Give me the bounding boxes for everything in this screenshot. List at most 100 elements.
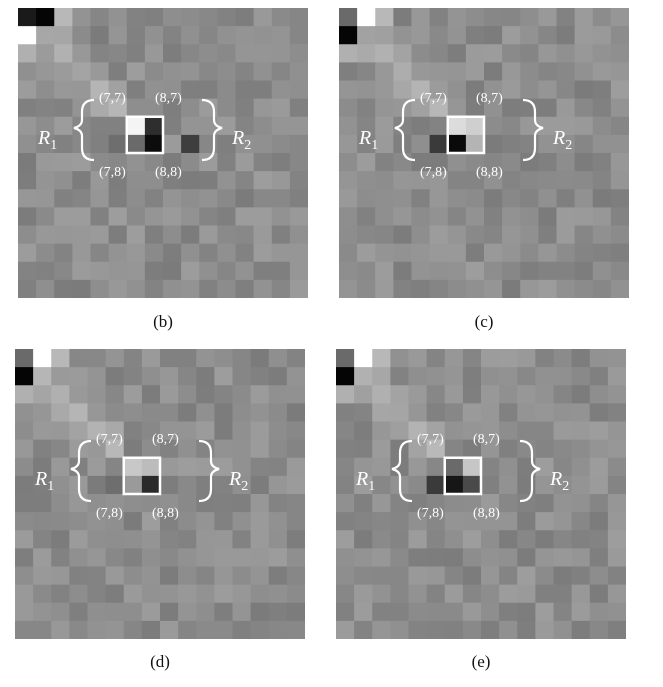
pixel-cell bbox=[535, 367, 554, 386]
pixel-cell bbox=[448, 153, 467, 172]
pixel-cell bbox=[72, 44, 91, 63]
pixel-cell bbox=[214, 512, 233, 531]
pixel-cell bbox=[372, 403, 391, 422]
pixel-cell bbox=[54, 81, 73, 100]
pixel-cell bbox=[535, 548, 554, 567]
pixel-cell bbox=[608, 403, 626, 422]
pixel-cell bbox=[106, 349, 125, 368]
pixel-cell bbox=[354, 567, 373, 586]
pixel-cell bbox=[290, 189, 308, 208]
pixel-cell bbox=[181, 280, 200, 298]
pixel-cell bbox=[88, 367, 107, 386]
pixel-cell bbox=[217, 171, 236, 190]
pixel-cell bbox=[236, 226, 255, 245]
pixel-cell bbox=[481, 585, 500, 604]
pixel-cell bbox=[269, 567, 288, 586]
pixel-cell bbox=[499, 440, 518, 459]
pixel-cell bbox=[430, 244, 449, 263]
pixel-cell bbox=[272, 189, 291, 208]
pixel-cell bbox=[287, 494, 305, 513]
pixel-cell bbox=[233, 494, 252, 513]
pixel-cell bbox=[145, 189, 164, 208]
pixel-cell bbox=[18, 244, 37, 263]
pixel-cell bbox=[54, 153, 73, 172]
pixel-cell bbox=[538, 99, 557, 118]
pixel-cell bbox=[538, 244, 557, 263]
pixel-cell bbox=[196, 494, 215, 513]
pixel-cell bbox=[290, 171, 308, 190]
pixel-cell bbox=[538, 262, 557, 281]
pixel-cell bbox=[535, 349, 554, 368]
pixel-cell bbox=[572, 512, 591, 531]
pixel-cell bbox=[181, 171, 200, 190]
pixel-cell bbox=[142, 530, 161, 549]
pixel-cell bbox=[499, 367, 518, 386]
pixel-cell bbox=[463, 349, 482, 368]
pixel-cell bbox=[554, 422, 573, 441]
pixel-cell bbox=[54, 244, 73, 263]
pixel-cell bbox=[214, 422, 233, 441]
pixel-cell bbox=[69, 548, 88, 567]
pixel-cell bbox=[51, 403, 70, 422]
pixel-cell bbox=[145, 26, 164, 45]
pixel-cell bbox=[109, 226, 128, 245]
pixel-cell bbox=[572, 440, 591, 459]
pixel-cell bbox=[124, 403, 143, 422]
pixel-cell bbox=[481, 621, 500, 639]
pixel-cell bbox=[448, 171, 467, 190]
pixel-cell bbox=[336, 530, 355, 549]
pixel-cell bbox=[124, 621, 143, 639]
pixel-cell bbox=[572, 385, 591, 404]
pixel-cell bbox=[15, 349, 34, 368]
pixel-cell bbox=[33, 422, 52, 441]
pixel-cell bbox=[254, 262, 273, 281]
pixel-cell bbox=[160, 367, 179, 386]
pixel-cell bbox=[575, 44, 594, 63]
pixel-cell bbox=[557, 171, 576, 190]
pixel-cell bbox=[214, 567, 233, 586]
pixel-cell bbox=[393, 81, 412, 100]
pixel-cell bbox=[54, 171, 73, 190]
pixel-cell bbox=[502, 81, 521, 100]
pixel-cell bbox=[251, 585, 270, 604]
pixel-cell bbox=[608, 458, 626, 477]
pixel-cell bbox=[272, 280, 291, 298]
pixel-cell bbox=[575, 189, 594, 208]
pixel-cell bbox=[15, 585, 34, 604]
pixel-cell bbox=[445, 422, 464, 441]
pixel-cell bbox=[593, 8, 612, 27]
pixel-cell bbox=[339, 62, 358, 81]
pixel-cell bbox=[72, 207, 91, 226]
pixel-cell bbox=[572, 349, 591, 368]
pixel-cell bbox=[554, 385, 573, 404]
pixel-cell bbox=[36, 189, 55, 208]
pixel-cell bbox=[290, 207, 308, 226]
pixel-cell bbox=[287, 385, 305, 404]
pixel-cell bbox=[251, 494, 270, 513]
pixel-cell bbox=[463, 548, 482, 567]
pixel-cell bbox=[554, 367, 573, 386]
pixel-cell bbox=[336, 567, 355, 586]
pixel-cell bbox=[336, 422, 355, 441]
cell-label-8-8: (8,8) bbox=[155, 165, 182, 180]
pixel-cell bbox=[372, 548, 391, 567]
pixel-cell bbox=[251, 422, 270, 441]
pixel-cell bbox=[51, 530, 70, 549]
pixel-cell bbox=[91, 226, 110, 245]
pixel-cell bbox=[517, 349, 536, 368]
pixel-cell bbox=[269, 512, 288, 531]
pixel-cell bbox=[88, 585, 107, 604]
pixel-cell bbox=[217, 44, 236, 63]
pixel-cell bbox=[181, 153, 200, 172]
pixel-cell bbox=[499, 458, 518, 477]
pixel-cell bbox=[393, 189, 412, 208]
pixel-cell bbox=[178, 548, 197, 567]
pixel-cell bbox=[54, 207, 73, 226]
pixel-cell bbox=[287, 585, 305, 604]
pixel-cell bbox=[484, 262, 503, 281]
pixel-cell bbox=[269, 422, 288, 441]
pixel-cell bbox=[375, 244, 394, 263]
caption-e: (e) bbox=[451, 652, 511, 672]
pixel-cell bbox=[196, 403, 215, 422]
pixel-cell bbox=[572, 367, 591, 386]
